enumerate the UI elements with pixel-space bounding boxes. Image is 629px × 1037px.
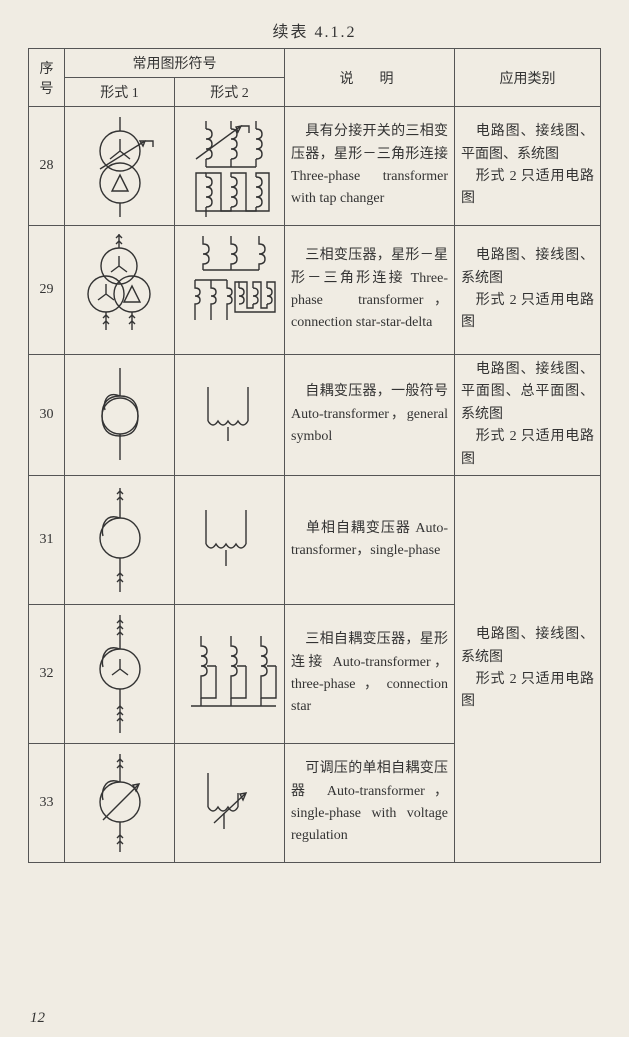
row-desc: 三相自耦变压器，星形连接 Auto-trans­former，three-pha… [285, 604, 455, 743]
table-title: 续表 4.1.2 [28, 18, 601, 42]
row-app: 电路图、接线图、系统图 形式 2 只适用电路图 [455, 226, 601, 355]
th-idx: 序号 [29, 49, 65, 107]
symbol-form1 [65, 475, 175, 604]
symbol-form1 [65, 604, 175, 743]
autotransformer-coil-icon [190, 375, 270, 455]
symbol-form1 [65, 743, 175, 862]
row-app-group: 电路图、接线图、系统图 形式 2 只适用电路图 [455, 475, 601, 862]
autotransformer-variable-icon [85, 748, 155, 858]
autotransformer-variable-coil-icon [190, 763, 270, 843]
row-idx: 29 [29, 226, 65, 355]
symbol-form2 [175, 226, 285, 355]
symbol-form1 [65, 107, 175, 226]
th-form2: 形式 2 [175, 78, 285, 107]
row-desc: 单相自耦变压器 Auto-transformer，single-phase [285, 475, 455, 604]
row-idx: 30 [29, 355, 65, 476]
th-form1: 形式 1 [65, 78, 175, 107]
transformer-tap-coils-icon [181, 111, 281, 221]
row-desc: 具有分接开关的三相变压器，星形－三角形连接 Three-phase transf… [285, 107, 455, 226]
symbol-form1 [65, 355, 175, 476]
page-number: 12 [30, 1010, 45, 1027]
row-app: 电路图、接线图、平面图、系统图 形式 2 只适用电路图 [455, 107, 601, 226]
three-winding-star-star-delta-icon [72, 230, 167, 350]
autotransformer-three-coils-icon [181, 624, 281, 724]
row-idx: 33 [29, 743, 65, 862]
autotransformer-single-coil-icon [190, 500, 270, 580]
row-app: 电路图、接线图、平面图、总平面图、系统图 形式 2 只适用电路图 [455, 355, 601, 476]
symbol-form1 [65, 226, 175, 355]
th-app: 应用类别 [455, 49, 601, 107]
three-winding-coils-icon [181, 230, 281, 350]
symbol-form2 [175, 107, 285, 226]
row-desc: 三相变压器，星形－星形－三角形连接 Three-phase trans­form… [285, 226, 455, 355]
symbol-form2 [175, 475, 285, 604]
table-row: 28 [29, 107, 601, 226]
page: 续表 4.1.2 序号 常用图形符号 说 明 应用类别 形式 1 形式 2 28 [0, 0, 629, 1037]
row-idx: 32 [29, 604, 65, 743]
row-desc: 可调压的单相自耦变压器 Auto-trans­former，single-pha… [285, 743, 455, 862]
symbol-form2 [175, 743, 285, 862]
autotransformer-single-phase-icon [85, 480, 155, 600]
row-idx: 28 [29, 107, 65, 226]
row-idx: 31 [29, 475, 65, 604]
table-row: 30 [29, 355, 601, 476]
th-symbols: 常用图形符号 [65, 49, 285, 78]
symbol-form2 [175, 355, 285, 476]
th-desc: 说 明 [285, 49, 455, 107]
symbol-form2 [175, 604, 285, 743]
table-row: 31 [29, 475, 601, 604]
transformer-tap-star-delta-icon [75, 111, 165, 221]
row-desc: 自耦变压器，一般符号 Auto-transform­er，general sym… [285, 355, 455, 476]
table-row: 29 [29, 226, 601, 355]
autotransformer-general-icon [85, 360, 155, 470]
symbols-table: 序号 常用图形符号 说 明 应用类别 形式 1 形式 2 28 [28, 48, 601, 863]
autotransformer-three-phase-star-icon [85, 609, 155, 739]
